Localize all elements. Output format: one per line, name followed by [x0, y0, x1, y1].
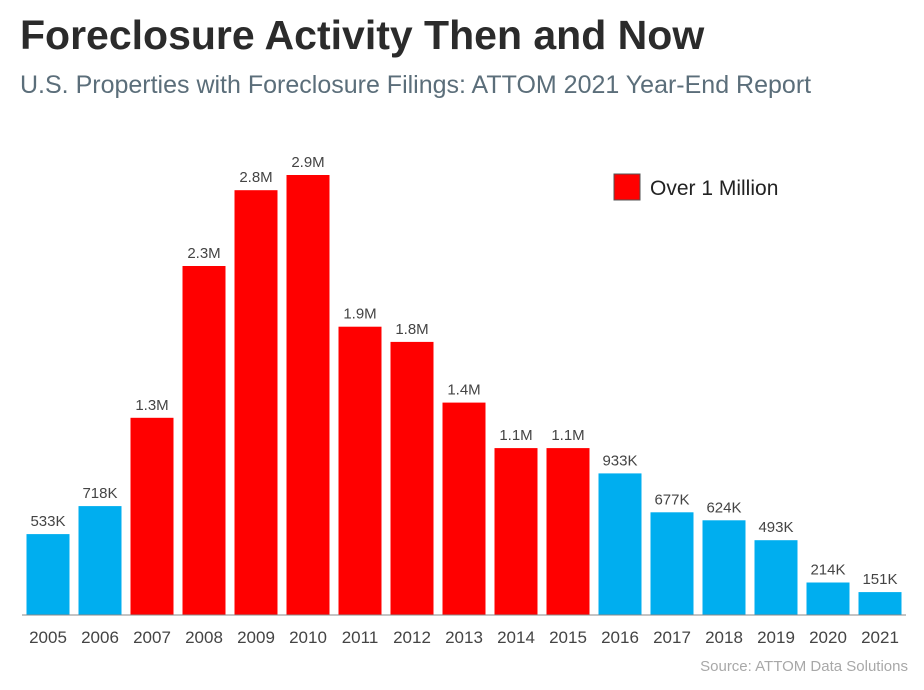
- x-tick-label-2009: 2009: [237, 628, 275, 647]
- x-tick-label-2007: 2007: [133, 628, 171, 647]
- x-tick-label-2005: 2005: [29, 628, 67, 647]
- bar-2010: [286, 175, 330, 615]
- bar-value-label-2005: 533K: [30, 513, 65, 530]
- x-tick-label-2013: 2013: [445, 628, 483, 647]
- bar-value-label-2013: 1.4M: [447, 382, 480, 399]
- x-tick-label-2014: 2014: [497, 628, 535, 647]
- x-tick-label-2020: 2020: [809, 628, 847, 647]
- bar-2014: [494, 448, 538, 615]
- bar-value-label-2010: 2.9M: [291, 154, 324, 171]
- x-tick-labels-group: 2005 2006 2007 2008 2009 2010 2011 2012 2013 2014…: [29, 628, 899, 647]
- bar-2011: [338, 326, 382, 615]
- bar-value-label-2012: 1.8M: [395, 321, 428, 338]
- bar-labels-group: 533K 718K 1.3M 2.3M 2.8M 2.9M 1.9M 1.8M 1.4M 1.1M…: [30, 154, 897, 588]
- x-tick-label-2008: 2008: [185, 628, 223, 647]
- x-tick-label-2021: 2021: [861, 628, 899, 647]
- bar-value-label-2011: 1.9M: [343, 306, 376, 323]
- x-tick-label-2006: 2006: [81, 628, 119, 647]
- bar-value-label-2008: 2.3M: [187, 245, 220, 262]
- bar-2018: [702, 520, 746, 615]
- x-tick-label-2015: 2015: [549, 628, 587, 647]
- bar-2017: [650, 512, 694, 615]
- bar-value-label-2015: 1.1M: [551, 427, 584, 444]
- source-note: Source: ATTOM Data Solutions: [700, 658, 908, 675]
- bar-2009: [234, 190, 278, 615]
- bar-2013: [442, 402, 486, 615]
- legend-swatch: [613, 173, 641, 201]
- chart-subtitle: U.S. Properties with Foreclosure Filings…: [20, 71, 812, 99]
- bar-value-label-2009: 2.8M: [239, 169, 272, 186]
- bar-2008: [182, 266, 226, 615]
- bar-2016: [598, 473, 642, 615]
- bar-2015: [546, 448, 590, 615]
- bar-value-label-2018: 624K: [706, 499, 741, 516]
- bar-2007: [130, 417, 174, 615]
- x-tick-label-2017: 2017: [653, 628, 691, 647]
- bar-value-label-2014: 1.1M: [499, 427, 532, 444]
- bar-2006: [78, 506, 122, 615]
- x-tick-label-2018: 2018: [705, 628, 743, 647]
- legend-label: Over 1 Million: [650, 177, 778, 200]
- bar-value-label-2020: 214K: [810, 562, 845, 579]
- bar-value-label-2021: 151K: [862, 571, 897, 588]
- bar-value-label-2007: 1.3M: [135, 397, 168, 414]
- bar-2020: [806, 582, 850, 615]
- bar-value-label-2019: 493K: [758, 519, 793, 536]
- legend: Over 1 Million: [613, 173, 778, 201]
- bar-value-label-2017: 677K: [654, 491, 689, 508]
- bar-2021: [858, 592, 902, 615]
- x-tick-label-2016: 2016: [601, 628, 639, 647]
- x-tick-label-2019: 2019: [757, 628, 795, 647]
- bar-2019: [754, 540, 798, 615]
- x-tick-label-2012: 2012: [393, 628, 431, 647]
- bar-2005: [26, 534, 70, 615]
- x-tick-label-2011: 2011: [342, 628, 379, 647]
- bar-value-label-2016: 933K: [602, 452, 637, 469]
- bar-value-label-2006: 718K: [82, 485, 117, 502]
- bars-group: [26, 175, 902, 615]
- bar-2012: [390, 341, 434, 615]
- chart-title: Foreclosure Activity Then and Now: [20, 12, 705, 58]
- x-tick-label-2010: 2010: [289, 628, 327, 647]
